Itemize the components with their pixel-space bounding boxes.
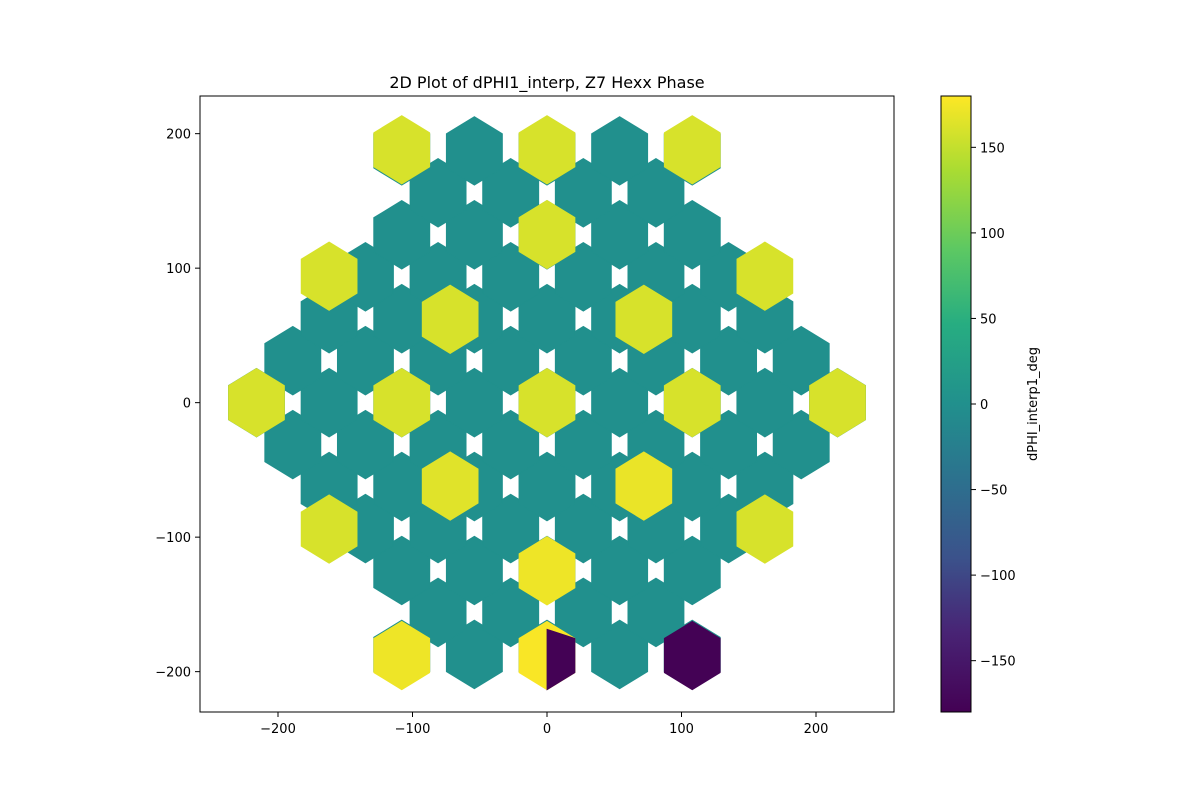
x-tick-label: 100 [669,722,694,737]
background-hex-cell [482,409,540,480]
background-hex-cell [300,367,358,438]
background-hex-cell [591,535,649,606]
background-hex-cell [445,535,503,606]
hex-cell [373,620,431,691]
colorbar-tick-label: 50 [980,312,997,327]
background-hex-cell [772,409,830,480]
y-tick-label: 0 [183,397,191,412]
background-hex-cell [518,451,576,522]
hex-cell [373,115,431,185]
colorbar-tick-label: 150 [980,141,1005,156]
colorbar-label: dPHI_interp1_deg [1026,347,1041,461]
background-hex-cell [445,619,503,690]
background-hex-cell [627,158,685,228]
colorbar [940,95,972,713]
hex-cell [373,367,431,438]
x-tick-label: 200 [804,722,829,737]
background-hex-cell [445,199,503,270]
y-axis: −200 −100 0 100 200 [155,128,200,681]
background-hex-cell [591,199,649,270]
y-tick-label: 200 [166,128,191,143]
background-hex-cell [518,283,576,354]
background-hex-cell [445,367,503,438]
y-tick-label: −100 [155,531,191,546]
background-hex-cell [445,116,503,186]
hex-cell [663,620,721,691]
background-hex-cell [336,409,394,480]
y-tick-label: −200 [155,666,191,681]
hex-cell [809,367,866,438]
hex-cell [518,199,576,270]
hex-cell [421,284,479,354]
colorbar-tick-label: −100 [980,569,1016,584]
colorbar-axis: 150 100 50 0 −50 −100 −150 [971,141,1016,670]
hex-cell [615,451,673,521]
hex-cell [518,367,576,438]
hex-cell [663,367,721,438]
x-tick-label: −100 [395,722,431,737]
background-hex-cell [264,409,322,480]
hex-cell [518,115,576,185]
hex-cell [663,115,721,185]
hex-cell [300,241,358,311]
background-hex-cell [591,367,649,438]
x-tick-label: −200 [260,722,296,737]
hex-cell [736,241,794,311]
hex-cell [736,494,794,564]
background-hex-cell [591,116,649,186]
background-hex-cell [591,619,649,690]
hex-cell [615,284,673,354]
hex-cell [300,494,358,564]
background-hex-cell [373,535,431,606]
background-hex-cell [482,241,540,312]
background-hex-cell [554,241,612,312]
colorbar-tick-label: −50 [980,484,1007,499]
colorbar-tick-label: 0 [980,398,988,413]
hex-cell [228,367,285,438]
hex-cell-split [546,628,576,691]
chart-title: 2D Plot of dPHI1_interp, Z7 Hexx Phase [389,73,704,93]
colorbar-tick-label: 100 [980,227,1005,242]
background-hex-cell [409,158,467,228]
background-hex-cell [373,199,431,270]
y-tick-label: 100 [166,262,191,277]
hex-cell [518,536,576,606]
hex-cell [421,451,479,521]
hex-cells [228,115,866,691]
x-tick-label: 0 [543,722,551,737]
background-hex-cell [663,535,721,606]
background-hex-cell [554,409,612,480]
background-hex-cell [663,199,721,270]
x-axis: −200 −100 0 100 200 [260,712,828,737]
background-hex-cell [700,409,758,480]
colorbar-tick-label: −150 [980,655,1016,670]
background-hex-cell [736,367,794,438]
